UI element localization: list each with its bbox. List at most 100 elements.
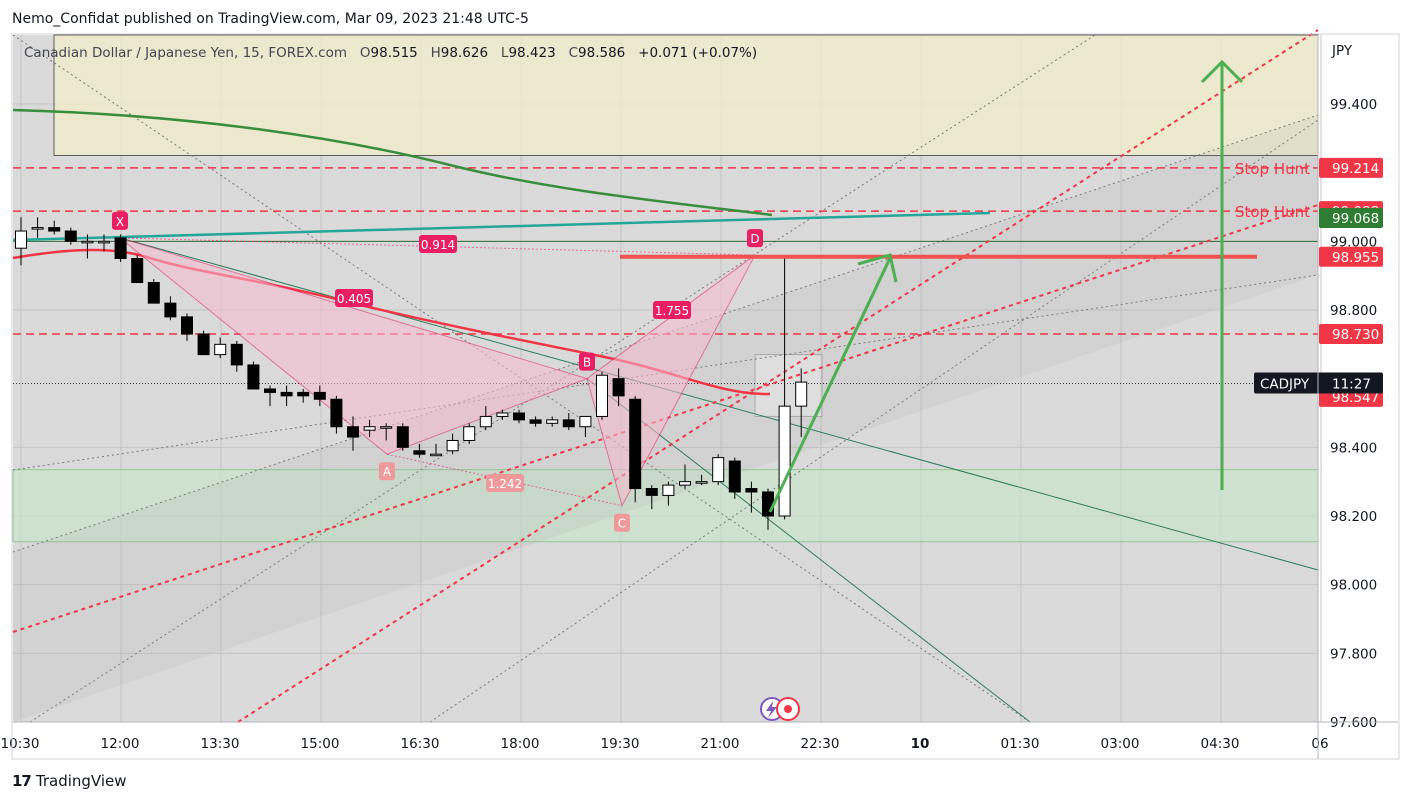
candle-body <box>31 227 44 230</box>
candle-body <box>529 419 542 424</box>
pattern-point-badge <box>379 462 395 481</box>
candle-body <box>396 426 409 448</box>
projection-line <box>12 204 1319 633</box>
x-tick-label: 15:00 <box>301 736 340 752</box>
green-arrow-up-icon <box>768 257 892 513</box>
candle-body <box>479 415 492 428</box>
price-axis-value: 98.730 <box>1332 327 1379 343</box>
projection-line <box>237 29 1319 723</box>
channel-line <box>429 119 1319 723</box>
candle-body <box>546 419 559 424</box>
trend-line-b <box>586 378 1031 723</box>
candle-body <box>430 453 442 457</box>
candle-body <box>596 374 608 417</box>
x-tick-label: 03:00 <box>1101 736 1140 752</box>
candle-body <box>264 388 276 393</box>
record-icon-dot <box>784 705 792 713</box>
y-tick-label: 97.600 <box>1330 715 1377 731</box>
trend-line-down <box>119 237 1319 571</box>
stop-hunt-label: Stop Hunt <box>1235 203 1310 221</box>
pattern-point-label: X <box>116 215 124 229</box>
current-symbol-label: CADJPY <box>1260 376 1310 392</box>
moving-average-teal <box>12 211 991 242</box>
candle-body <box>280 391 293 397</box>
candle-body <box>297 391 310 397</box>
candle-body <box>579 415 592 428</box>
x-tick-label: 19:30 <box>601 736 640 752</box>
candle-body <box>380 426 393 429</box>
pattern-ratio-label: 1.755 <box>655 304 689 318</box>
stop-hunt-label: Stop Hunt <box>1235 160 1310 178</box>
price-axis-badge <box>1319 207 1383 228</box>
pattern-ratio-label: 0.914 <box>421 238 455 252</box>
x-tick-label: 10:30 <box>1 736 40 752</box>
x-tick-label: 21:00 <box>701 736 740 752</box>
candle-body <box>795 381 808 407</box>
lightning-icon-glyph <box>766 701 777 718</box>
x-tick-label: 13:30 <box>201 736 240 752</box>
candle-body <box>712 457 725 483</box>
price-axis-badge <box>1319 157 1383 178</box>
candle-body <box>15 230 27 249</box>
symbol-legend: Canadian Dollar / Japanese Yen, 15, FORE… <box>24 45 757 61</box>
pattern-ratio-badge <box>335 289 373 307</box>
candle-body <box>695 481 708 484</box>
candle-body <box>513 412 525 421</box>
x-tick-label: 01:30 <box>1001 736 1040 752</box>
candle-body <box>48 227 61 232</box>
pattern-ratio-label: 1.242 <box>488 477 522 491</box>
y-tick-label: 98.200 <box>1330 509 1377 525</box>
symbol-name: Canadian Dollar / Japanese Yen, 15, FORE… <box>24 45 347 61</box>
candle-body <box>645 488 658 496</box>
candle-body <box>181 316 193 335</box>
pattern-ratio-badge <box>653 301 691 319</box>
candle-body <box>679 481 691 486</box>
x-tick-label: 18:00 <box>501 736 540 752</box>
channel-line <box>29 34 1096 723</box>
y-tick-label: 99.000 <box>1330 234 1377 250</box>
candle-body <box>114 237 127 259</box>
pattern-point-badge <box>747 229 763 248</box>
candle-body <box>745 488 758 493</box>
tradingview-brand[interactable]: 17 TradingView <box>12 772 127 790</box>
candle-body <box>762 491 774 517</box>
time-axis-background <box>13 722 1398 759</box>
pattern-ratio-badge <box>486 474 524 492</box>
candle-body <box>330 398 343 428</box>
candle-body <box>214 343 227 356</box>
low-value: 98.423 <box>508 45 556 61</box>
candle-body <box>662 484 675 496</box>
x-tick-label: 22:30 <box>801 736 840 752</box>
candle-body <box>728 460 741 493</box>
x-tick-label: 12:00 <box>101 736 140 752</box>
open-label: O <box>359 45 371 61</box>
green-arrow-target-head-icon <box>1200 59 1244 84</box>
candle-body <box>347 426 359 438</box>
candle-body <box>230 343 243 366</box>
price-axis-badge <box>1319 324 1383 345</box>
candle-body <box>463 426 476 441</box>
pattern-ratio-label: 0.405 <box>337 292 371 306</box>
pattern-point-badge <box>112 211 128 230</box>
candle-body <box>131 258 144 284</box>
pattern-point-badge <box>614 513 630 532</box>
y-tick-label: 98.800 <box>1330 303 1377 319</box>
countdown-label: 11:27 <box>1332 376 1371 392</box>
price-axis-value: 98.955 <box>1332 250 1379 266</box>
y-tick-label: 98.400 <box>1330 440 1377 456</box>
channel-line <box>12 114 1319 553</box>
price-axis-value: 98.547 <box>1332 390 1379 406</box>
price-axis-badge <box>1319 246 1383 267</box>
open-value: 98.515 <box>370 45 418 61</box>
x-tick-label: 10 <box>911 736 930 752</box>
candle-body <box>164 302 177 318</box>
candle-body <box>413 450 426 455</box>
y-tick-label: 97.800 <box>1330 646 1377 662</box>
high-label: H <box>430 45 441 61</box>
chart-frame <box>11 33 1400 760</box>
candle-body <box>98 240 110 244</box>
close-value: 98.586 <box>578 45 626 61</box>
high-value: 98.626 <box>440 45 489 61</box>
pattern-point-label: A <box>383 465 392 479</box>
